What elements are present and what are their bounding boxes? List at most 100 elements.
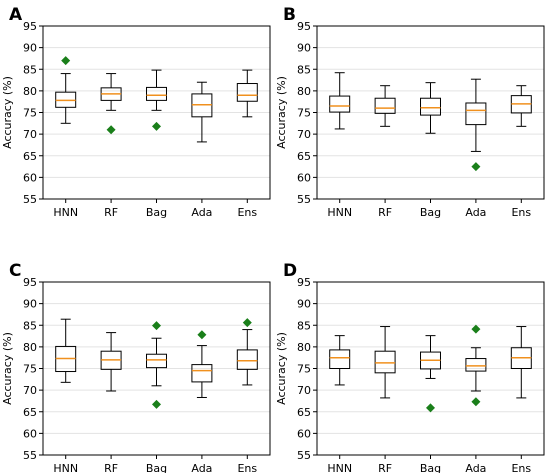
box-bag <box>146 321 167 409</box>
outlier-marker <box>471 324 481 334</box>
panel-a: A 55 60 65 70 75 80 85 90 95 Accuracy (%) HNN RF Bag A… <box>1 5 271 219</box>
box-hnn <box>55 56 77 124</box>
y-tick-label: 70 <box>23 384 37 397</box>
panel-letter-d: D <box>283 261 297 281</box>
y-tick-label: 80 <box>297 341 311 354</box>
iqr-box <box>420 97 441 116</box>
box-rf <box>100 332 122 392</box>
box-ens <box>510 85 532 127</box>
y-tick-label: 75 <box>297 107 311 120</box>
box-hnn <box>329 335 351 386</box>
iqr-box <box>329 349 351 369</box>
box-ada <box>191 330 213 398</box>
y-tick-label: 60 <box>23 171 37 184</box>
y-tick-label: 95 <box>297 20 311 33</box>
y-tick-label: 85 <box>23 319 37 332</box>
y-tick-label: 75 <box>297 363 311 376</box>
y-tick-label: 95 <box>297 276 311 289</box>
y-tick-label: 60 <box>23 427 37 440</box>
y-tick-label: 70 <box>297 128 311 141</box>
y-axis-label: Accuracy (%) <box>275 332 288 405</box>
outlier-marker <box>471 162 481 172</box>
box-rf <box>374 85 396 127</box>
x-tick-label: Bag <box>146 462 167 473</box>
x-tick-label: Ada <box>465 206 486 219</box>
plot-frame <box>316 25 545 200</box>
y-tick-label: 75 <box>23 363 37 376</box>
panel-d: D 55 60 65 70 75 80 85 90 95 Accuracy (%) HNN RF Bag A… <box>275 261 545 473</box>
outlier-marker <box>152 399 161 409</box>
y-tick-label: 80 <box>23 85 37 98</box>
x-tick-label: RF <box>104 206 118 219</box>
iqr-box <box>146 86 167 101</box>
y-tick-label: 95 <box>23 276 37 289</box>
plot-frame <box>42 281 271 456</box>
box-rf <box>100 73 122 135</box>
y-tick-label: 55 <box>23 193 37 206</box>
outlier-marker <box>152 121 161 131</box>
y-tick-label: 85 <box>297 63 311 76</box>
x-tick-label: RF <box>378 462 392 473</box>
x-tick-label: Ada <box>191 206 212 219</box>
box-hnn <box>55 318 77 383</box>
y-tick-label: 80 <box>297 85 311 98</box>
x-tick-label: Ens <box>237 206 257 219</box>
x-tick-label: Ens <box>237 462 257 473</box>
outlier-marker <box>106 125 116 135</box>
iqr-box <box>465 102 487 126</box>
iqr-box <box>236 83 258 102</box>
box-bag <box>146 69 167 131</box>
y-tick-label: 85 <box>297 319 311 332</box>
box-ada <box>465 324 487 407</box>
outlier-marker <box>152 321 161 331</box>
y-tick-label: 85 <box>23 63 37 76</box>
y-tick-label: 75 <box>23 107 37 120</box>
panel-letter-a: A <box>9 5 23 25</box>
iqr-box <box>465 358 487 372</box>
y-tick-label: 60 <box>297 171 311 184</box>
outlier-marker <box>471 397 481 407</box>
box-ada <box>465 78 487 172</box>
plot-frame <box>316 281 545 456</box>
box-ens <box>236 318 258 386</box>
x-tick-label: Bag <box>146 206 167 219</box>
box-hnn <box>329 72 351 130</box>
box-bag <box>420 335 441 413</box>
panel-b: B 55 60 65 70 75 80 85 90 95 Accuracy (%) HNN RF Bag A… <box>275 5 545 219</box>
y-tick-label: 55 <box>23 449 37 462</box>
box-rf <box>374 326 396 399</box>
box-ada <box>191 81 213 143</box>
iqr-box <box>374 97 396 114</box>
x-tick-label: HNN <box>53 462 78 473</box>
y-tick-label: 55 <box>297 193 311 206</box>
x-tick-label: HNN <box>327 462 352 473</box>
x-tick-label: RF <box>104 462 118 473</box>
x-tick-label: Bag <box>420 462 441 473</box>
outlier-marker <box>242 318 252 328</box>
iqr-box <box>374 350 396 374</box>
y-tick-label: 65 <box>23 150 37 163</box>
y-tick-label: 70 <box>23 128 37 141</box>
box-bag <box>420 82 441 134</box>
y-tick-label: 65 <box>23 406 37 419</box>
y-tick-label: 60 <box>297 427 311 440</box>
y-tick-label: 65 <box>297 150 311 163</box>
x-tick-label: HNN <box>327 206 352 219</box>
y-axis-label: Accuracy (%) <box>275 76 288 149</box>
iqr-box <box>146 353 167 369</box>
iqr-box <box>236 349 258 370</box>
x-tick-label: Bag <box>420 206 441 219</box>
x-tick-label: Ens <box>511 206 531 219</box>
outlier-marker <box>197 330 207 340</box>
box-ens <box>236 69 258 118</box>
y-tick-label: 90 <box>23 298 37 311</box>
y-axis-label: Accuracy (%) <box>1 76 14 149</box>
box-ens <box>510 326 532 399</box>
y-tick-label: 65 <box>297 406 311 419</box>
plot-frame <box>42 25 271 200</box>
outlier-marker <box>61 56 71 66</box>
y-tick-label: 90 <box>23 42 37 55</box>
y-tick-label: 55 <box>297 449 311 462</box>
x-tick-label: RF <box>378 206 392 219</box>
